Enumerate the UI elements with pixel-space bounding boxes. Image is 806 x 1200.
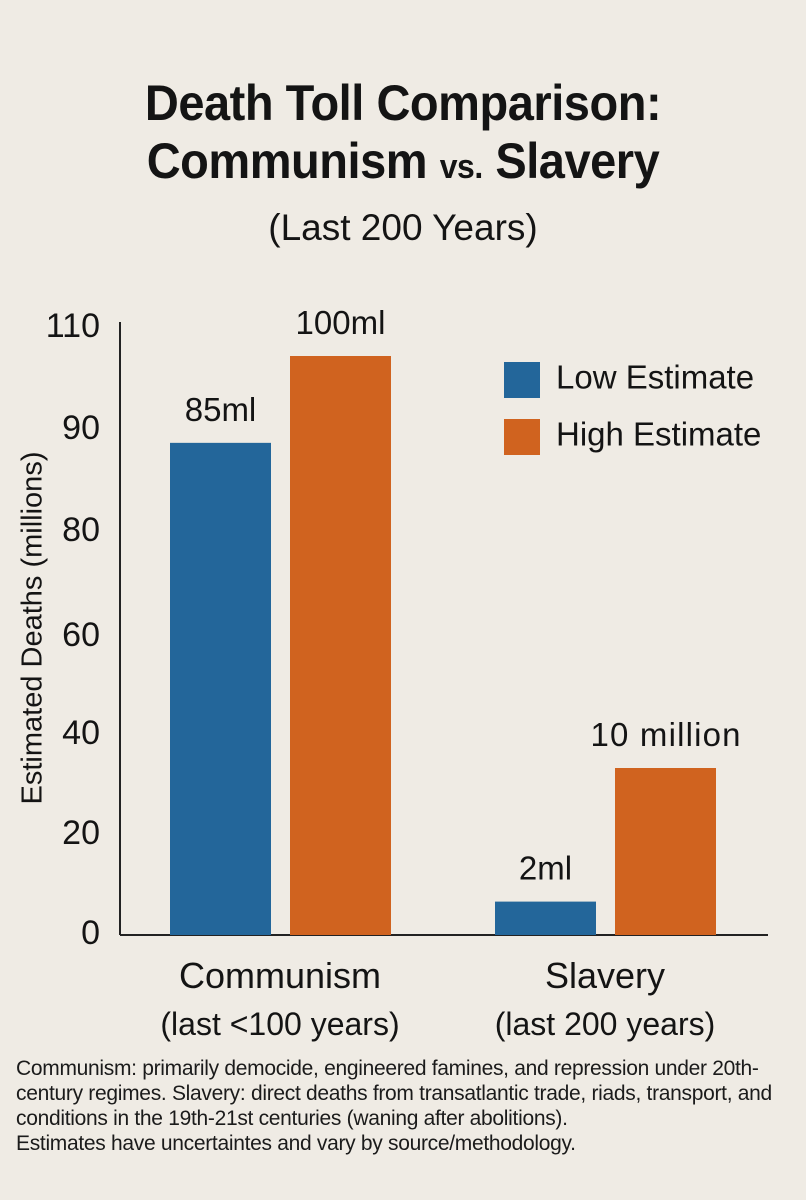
y-tick-label: 80 bbox=[62, 511, 100, 549]
bar-value-label: 85ml bbox=[185, 391, 257, 428]
legend-swatch bbox=[504, 362, 540, 398]
y-tick-label: 110 bbox=[46, 307, 100, 345]
title-line-1: Death Toll Comparison: bbox=[144, 75, 662, 131]
title-line-2: Communism vs. Slavery bbox=[24, 132, 782, 196]
bar-communism-high bbox=[290, 356, 391, 935]
y-tick-label: 20 bbox=[62, 814, 100, 852]
y-tick-label: 40 bbox=[62, 714, 100, 752]
bar-value-label: 2ml bbox=[519, 850, 572, 887]
legend-label: High Estimate bbox=[556, 416, 761, 453]
legend-swatch bbox=[504, 419, 540, 455]
note-methodology: Communism: primarily democide, engineere… bbox=[16, 1057, 772, 1130]
bar-slavery-high bbox=[615, 768, 716, 935]
bar-value-label: 10 million bbox=[591, 716, 741, 753]
x-category-period: (last <100 years) bbox=[160, 1006, 399, 1042]
x-category-period: (last 200 years) bbox=[495, 1006, 716, 1042]
y-axis-label: Estimated Deaths (millions) bbox=[17, 452, 49, 805]
y-tick-label: 0 bbox=[81, 914, 100, 952]
title-slavery: Slavery bbox=[495, 133, 660, 189]
note-uncertainty: Estimates have uncertaintes and vary by … bbox=[16, 1132, 576, 1155]
x-category-label: Communism bbox=[179, 955, 381, 996]
chart-title: Death Toll Comparison: Communism vs. Sla… bbox=[0, 74, 806, 250]
chart-subtitle: (Last 200 Years) bbox=[268, 207, 538, 248]
bar-communism-low bbox=[170, 442, 271, 935]
y-tick-label: 60 bbox=[62, 616, 100, 654]
legend-label: Low Estimate bbox=[556, 359, 754, 396]
bar-value-label: 100ml bbox=[296, 304, 386, 341]
title-vs: vs. bbox=[439, 148, 483, 186]
y-tick-label: 90 bbox=[62, 409, 100, 447]
chart-notes: Communism: primarily democide, engineere… bbox=[16, 1056, 796, 1156]
title-communism: Communism bbox=[146, 133, 428, 189]
bar-slavery-low bbox=[495, 901, 596, 935]
bar-chart: 0 20 40 60 80 90 110 Estimated Deaths (millions… bbox=[17, 304, 768, 1042]
x-category-label: Slavery bbox=[545, 955, 665, 996]
